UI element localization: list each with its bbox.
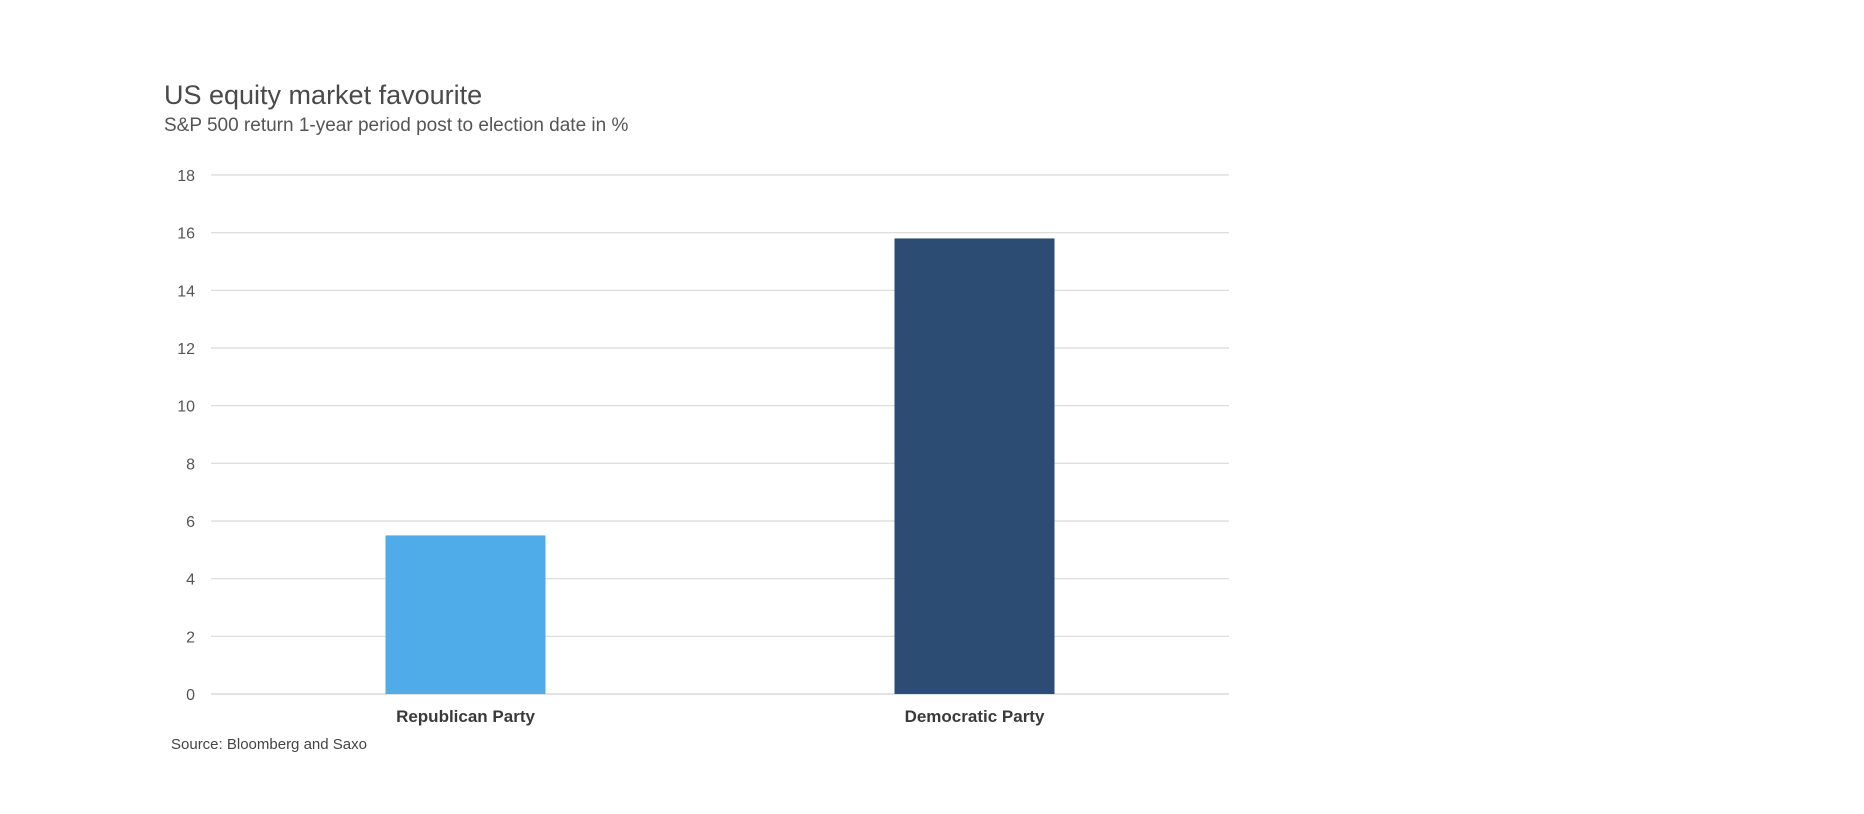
y-tick-label: 10: [177, 399, 195, 416]
y-tick-label: 6: [186, 514, 195, 531]
bar-republican-party: [385, 535, 546, 694]
bars: [385, 238, 1055, 694]
y-tick-label: 2: [186, 629, 195, 646]
y-tick-label: 18: [177, 168, 195, 185]
x-category-label: Republican Party: [396, 707, 535, 726]
bar-democratic-party: [894, 238, 1055, 694]
y-tick-label: 0: [186, 687, 195, 704]
x-category-label: Democratic Party: [905, 707, 1045, 726]
y-tick-label: 16: [177, 226, 195, 243]
y-tick-label: 4: [186, 572, 195, 589]
y-tick-label: 12: [177, 341, 195, 358]
chart-title: US equity market favourite: [164, 80, 483, 110]
gridlines: [211, 174, 1229, 695]
y-tick-label: 14: [177, 283, 195, 300]
y-tick-label: 8: [186, 456, 195, 473]
chart-subtitle: S&P 500 return 1-year period post to ele…: [164, 115, 629, 136]
x-axis-labels: Republican Party Democratic Party: [396, 707, 1045, 726]
y-axis-ticks: 0 2 4 6 8 10 12 14 16 18: [177, 168, 195, 704]
source-note: Source: Bloomberg and Saxo: [171, 736, 367, 753]
